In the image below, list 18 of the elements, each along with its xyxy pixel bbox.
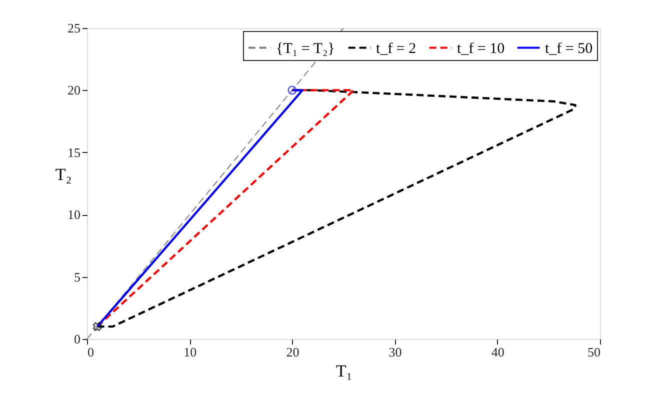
legend-label: t_f = 10 — [457, 40, 505, 57]
y-tick-label: 10 — [68, 207, 80, 222]
x-tick-label: 0 — [88, 344, 94, 360]
y-tick-label: 20 — [68, 82, 80, 98]
x-tick-label: 30 — [388, 344, 402, 360]
x-tick-label: 50 — [588, 344, 600, 360]
legend-label: t_f = 2 — [376, 40, 416, 57]
y-tick-label: 15 — [68, 144, 80, 160]
y-tick-label: 25 — [68, 20, 80, 36]
legend-label: t_f = 50 — [545, 40, 593, 57]
x-tick-label: 10 — [184, 344, 197, 360]
x-tick-label: 20 — [286, 344, 300, 360]
x-tick-label: 40 — [491, 344, 504, 360]
y-axis-title: T₂ — [55, 165, 72, 184]
y-tick-label: 5 — [74, 269, 80, 284]
legend-label: {T₁ = T₂} — [276, 40, 335, 57]
y-tick-label: 0 — [74, 332, 80, 346]
x-axis-title: T₁ — [336, 362, 352, 380]
